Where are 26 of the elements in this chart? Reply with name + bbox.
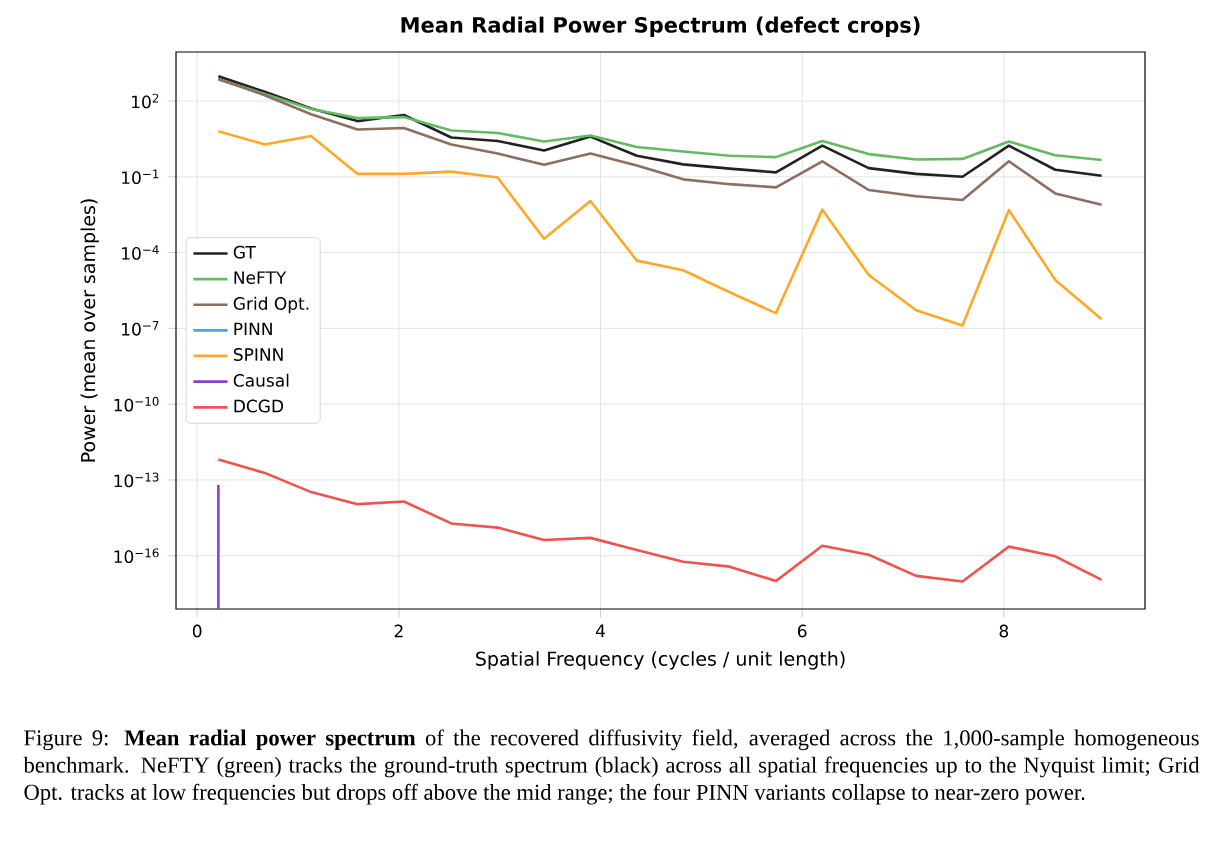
legend-label: Grid Opt.: [233, 296, 309, 314]
y-tick-label: 10$^{−1}$: [122, 169, 159, 185]
legend-label: PINN: [234, 322, 272, 336]
legend-label: DCGD: [234, 399, 284, 413]
x-tick-label: 8: [999, 624, 1009, 638]
y-tick-label: 10$^{−10}$: [114, 396, 159, 412]
x-tick-label: 4: [595, 624, 605, 637]
x-tick-label: 0: [192, 624, 202, 638]
line-series: [217, 458, 1103, 583]
y-tick-label: 10$^{−4}$: [122, 245, 159, 260]
y-tick-label: 10$^{−16}$: [114, 548, 159, 564]
legend-label: NeFTY: [234, 271, 287, 285]
y-axis-title: Power (mean over samples): [80, 199, 99, 462]
x-tick-label: 6: [797, 624, 807, 638]
legend-label: Causal: [233, 373, 289, 387]
caption: Figure 9: Mean radial power spectrum of the recovered diffusivity field, averaged across the 1,000-sample homogeneous benchmark. NeFTY (green) tracks the ground-truth spectrum (black) across all spatial frequencies up to the Nyquist limit; Grid Opt. tracks at low frequencies but drops off above the mid range; the four PINN variants collapse to near-zero power.: [23, 729, 1200, 805]
x-tick-label: 2: [394, 624, 403, 638]
y-tick-label: 10$^{−7}$: [122, 321, 159, 336]
y-tick-label: 10$^{2}$: [132, 93, 159, 109]
y-tick-label: 10$^{−13}$: [114, 472, 159, 488]
chart-title: Mean Radial Power Spectrum (defect crops): [401, 16, 920, 37]
legend-label: GT: [233, 245, 256, 259]
line-series: [217, 77, 1103, 207]
x-axis-title: Spatial Frequency (cycles / unit length): [476, 651, 845, 670]
line-series: [217, 78, 1103, 162]
legend-label: SPINN: [233, 348, 283, 361]
